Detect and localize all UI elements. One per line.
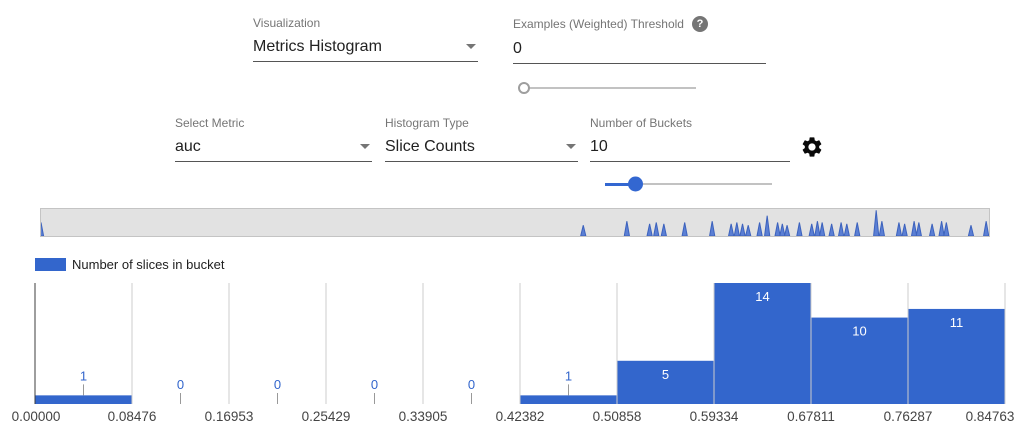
slice-spike — [938, 221, 945, 236]
bar-value-label: 1 — [565, 368, 572, 383]
select-metric-label: Select Metric — [175, 116, 245, 130]
select-metric-dropdown[interactable]: Select Metric auc — [175, 116, 372, 162]
slice-spike — [733, 222, 740, 236]
x-axis-tick-label: 0.50858 — [593, 409, 642, 424]
slice-spike — [895, 222, 903, 236]
slice-spike — [915, 222, 922, 236]
visualization-value: Metrics Histogram — [253, 37, 382, 55]
bar-value-label: 1 — [80, 368, 87, 383]
num-buckets-field: Number of Buckets — [590, 116, 790, 162]
slice-spike — [764, 215, 771, 236]
slice-spike — [41, 222, 45, 236]
slice-spike — [808, 223, 815, 236]
chevron-down-icon[interactable] — [360, 144, 370, 149]
num-buckets-input[interactable] — [590, 134, 790, 159]
slice-spike — [774, 222, 781, 236]
slice-spike — [660, 223, 667, 236]
slice-spike — [854, 222, 861, 236]
legend-label: Number of slices in bucket — [72, 257, 225, 272]
threshold-label: Examples (Weighted) Threshold — [513, 17, 684, 31]
visualization-select[interactable]: Visualization Metrics Histogram — [253, 16, 478, 62]
slice-spike — [709, 221, 716, 236]
slice-spike — [967, 225, 975, 236]
slice-spike — [929, 223, 936, 236]
threshold-input[interactable] — [513, 36, 766, 61]
chevron-down-icon[interactable] — [566, 144, 576, 149]
threshold-slider-track[interactable] — [520, 87, 696, 89]
chart-legend: Number of slices in bucket — [35, 257, 224, 272]
slice-spike — [646, 223, 653, 236]
x-axis-tick-label: 0.08476 — [108, 409, 157, 424]
x-axis-tick-label: 0.16953 — [205, 409, 254, 424]
slice-spike — [878, 221, 885, 236]
slice-spike — [838, 222, 845, 236]
slice-spike — [779, 223, 786, 236]
histogram-bar[interactable] — [35, 395, 132, 404]
histogram-type-dropdown[interactable]: Histogram Type Slice Counts — [385, 116, 578, 162]
slice-spike — [783, 225, 791, 236]
slice-spikes-chart — [41, 210, 989, 236]
bar-value-label: 5 — [662, 367, 669, 382]
slices-overview-strip — [40, 208, 990, 237]
slice-spike — [819, 222, 826, 236]
slice-spike — [911, 221, 918, 236]
settings-button[interactable] — [800, 135, 824, 159]
slice-spike — [681, 222, 688, 236]
visualization-label: Visualization — [253, 16, 321, 30]
histogram-type-label: Histogram Type — [385, 116, 469, 130]
threshold-slider-handle[interactable] — [518, 82, 530, 94]
select-metric-value: auc — [175, 137, 201, 155]
threshold-slider[interactable] — [518, 80, 696, 96]
x-axis-tick-label: 0.84763 — [966, 409, 1015, 424]
histogram-type-value: Slice Counts — [385, 137, 475, 155]
num-buckets-slider[interactable] — [605, 176, 772, 192]
x-axis-tick-label: 0.25429 — [302, 409, 351, 424]
bar-value-label: 14 — [755, 289, 769, 304]
x-axis-tick-label: 0.67811 — [787, 409, 835, 424]
bar-value-label: 0 — [371, 377, 378, 392]
chevron-down-icon[interactable] — [466, 44, 476, 49]
num-buckets-slider-fill — [605, 183, 636, 186]
gear-icon — [802, 137, 822, 157]
help-icon[interactable]: ? — [691, 16, 708, 32]
x-axis-tick-label: 0.00000 — [12, 409, 61, 424]
num-buckets-slider-handle[interactable] — [628, 176, 644, 192]
bar-value-label: 0 — [274, 377, 281, 392]
slice-spike — [653, 222, 660, 236]
x-axis-tick-label: 0.42382 — [496, 409, 545, 424]
bar-value-label: 0 — [468, 377, 475, 392]
num-buckets-label: Number of Buckets — [590, 116, 693, 130]
bar-value-label: 11 — [950, 315, 964, 330]
threshold-field: Examples (Weighted) Threshold ? — [513, 16, 766, 64]
bar-value-label: 10 — [852, 324, 866, 339]
slice-spike — [983, 221, 989, 236]
slice-spike — [728, 223, 735, 236]
slice-spike — [739, 223, 746, 236]
histogram-bar[interactable] — [617, 360, 714, 404]
legend-swatch — [35, 258, 66, 271]
x-axis-tick-label: 0.76287 — [884, 409, 933, 424]
slice-spike — [756, 222, 763, 236]
histogram-bar[interactable] — [908, 308, 1005, 404]
slice-spike — [943, 222, 950, 236]
slice-spike — [901, 223, 908, 236]
histogram-bar[interactable] — [811, 317, 908, 404]
x-axis-tick-label: 0.59334 — [690, 409, 739, 424]
slice-spike — [814, 221, 821, 236]
slice-spike — [623, 221, 630, 236]
slice-spike — [873, 210, 880, 236]
slice-spike — [796, 222, 803, 236]
x-axis-tick-label: 0.33905 — [399, 409, 448, 424]
slice-spike — [580, 225, 587, 236]
histogram-bar[interactable] — [714, 283, 811, 404]
slice-spike — [745, 225, 752, 236]
histogram-bar[interactable] — [520, 395, 617, 404]
bar-value-label: 0 — [177, 377, 184, 392]
num-buckets-slider-track[interactable] — [605, 183, 772, 185]
slice-spike — [843, 223, 850, 236]
slice-spike — [828, 223, 835, 236]
